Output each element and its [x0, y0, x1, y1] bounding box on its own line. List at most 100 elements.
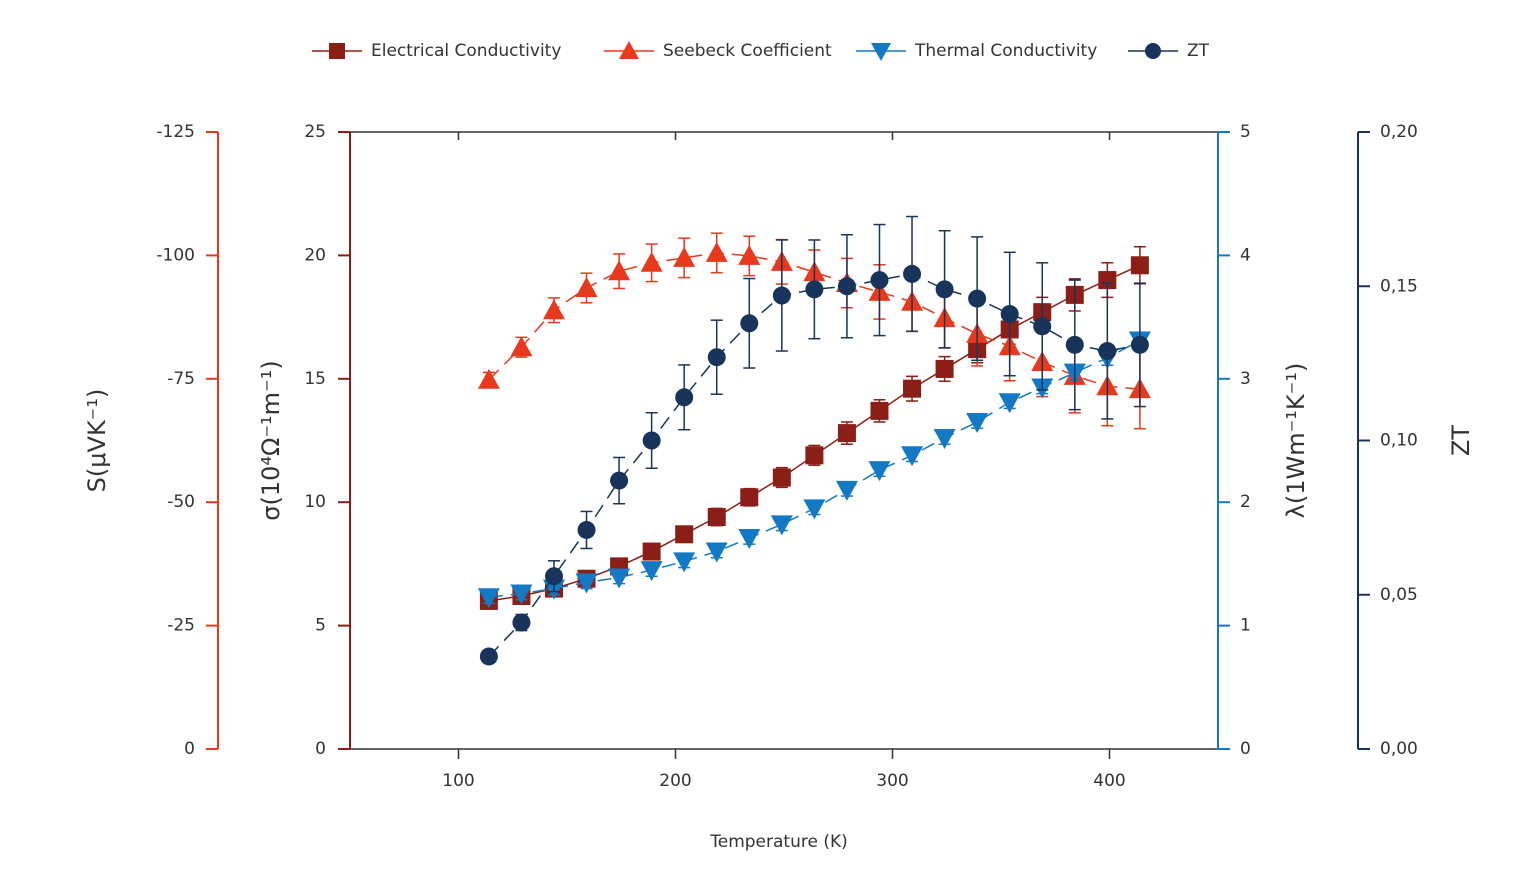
- y-tick-label: 0: [1240, 739, 1251, 759]
- marker: [1130, 335, 1149, 354]
- marker: [544, 567, 563, 586]
- y-tick-label: 0: [315, 739, 326, 759]
- legend-label: Seebeck Coefficient: [663, 41, 832, 61]
- marker: [707, 348, 726, 367]
- series-line: [488, 273, 1141, 657]
- y-tick-label: -25: [167, 616, 195, 636]
- marker: [1033, 317, 1052, 336]
- marker: [903, 264, 922, 283]
- y-tick-label: 2: [1240, 492, 1251, 512]
- marker: [577, 520, 596, 539]
- y-tick-label: -50: [167, 492, 195, 512]
- marker: [772, 286, 791, 305]
- x-tick-label: 400: [1093, 771, 1125, 791]
- marker: [740, 488, 759, 507]
- marker: [1098, 342, 1117, 361]
- marker: [803, 499, 826, 520]
- marker: [673, 246, 696, 267]
- marker: [871, 43, 891, 61]
- y-tick-label: 4: [1240, 245, 1251, 265]
- marker: [901, 446, 924, 467]
- y-tick-label: 0,20: [1380, 122, 1418, 142]
- marker: [575, 573, 598, 594]
- marker: [329, 43, 345, 59]
- marker: [608, 568, 631, 589]
- y-tick-label: -100: [156, 245, 195, 265]
- marker: [675, 388, 694, 407]
- legend-label: ZT: [1187, 41, 1210, 61]
- y-axis-title: S(μVK⁻¹): [83, 389, 111, 493]
- marker: [575, 276, 598, 297]
- marker: [1130, 256, 1149, 275]
- marker: [903, 379, 922, 398]
- x-axis-title: Temperature (K): [709, 832, 848, 852]
- marker: [935, 280, 954, 299]
- y-tick-label: 0,05: [1380, 585, 1418, 605]
- marker: [640, 561, 663, 582]
- marker: [837, 424, 856, 443]
- y-tick-label: 10: [304, 492, 326, 512]
- marker: [968, 289, 987, 308]
- marker: [805, 280, 824, 299]
- y-tick-label: 15: [304, 369, 326, 389]
- marker: [870, 401, 889, 420]
- marker: [479, 647, 498, 666]
- marker: [837, 277, 856, 296]
- marker: [1145, 43, 1161, 59]
- marker: [477, 368, 500, 389]
- marker: [619, 41, 639, 59]
- y-tick-label: 25: [304, 122, 326, 142]
- x-tick-label: 100: [442, 771, 474, 791]
- marker: [673, 552, 696, 573]
- marker: [935, 359, 954, 378]
- y-tick-label: -125: [156, 122, 195, 142]
- marker: [966, 412, 989, 433]
- marker: [705, 241, 728, 262]
- marker: [835, 480, 858, 501]
- y-tick-label: 0,00: [1380, 739, 1418, 759]
- y-tick-label: 5: [315, 616, 326, 636]
- marker: [510, 584, 533, 605]
- marker: [608, 260, 631, 281]
- marker: [510, 336, 533, 357]
- marker: [1065, 335, 1084, 354]
- y-axis-title: λ(1Wm⁻¹K⁻¹): [1282, 363, 1310, 519]
- marker: [805, 446, 824, 465]
- marker: [640, 251, 663, 272]
- series-line: [488, 252, 1140, 390]
- marker: [772, 468, 791, 487]
- marker: [610, 471, 629, 490]
- marker: [870, 271, 889, 290]
- y-tick-label: 1: [1240, 616, 1251, 636]
- marker: [707, 508, 726, 527]
- marker: [642, 431, 661, 450]
- y-tick-label: 0,10: [1380, 431, 1418, 451]
- x-tick-label: 300: [876, 771, 908, 791]
- marker: [770, 515, 793, 536]
- marker: [740, 314, 759, 333]
- y-tick-label: 3: [1240, 369, 1251, 389]
- y-tick-label: -75: [167, 369, 195, 389]
- marker: [868, 461, 891, 482]
- y-tick-label: 0: [184, 739, 195, 759]
- y-tick-label: 0,15: [1380, 276, 1418, 296]
- x-tick-label: 200: [659, 771, 691, 791]
- y-tick-label: 20: [304, 245, 326, 265]
- legend-label: Thermal Conductivity: [914, 41, 1097, 61]
- marker: [512, 613, 531, 632]
- marker: [642, 542, 661, 561]
- marker: [705, 542, 728, 563]
- marker: [477, 588, 500, 609]
- marker: [933, 429, 956, 450]
- marker: [738, 244, 761, 265]
- legend-label: Electrical Conductivity: [371, 41, 561, 61]
- marker: [542, 299, 565, 320]
- marker: [738, 528, 761, 549]
- y-tick-label: 5: [1240, 122, 1251, 142]
- marker: [1098, 271, 1117, 290]
- marker: [1000, 305, 1019, 324]
- marker: [998, 393, 1021, 414]
- y-axis-title: σ(10⁴Ω⁻¹m⁻¹): [257, 360, 285, 520]
